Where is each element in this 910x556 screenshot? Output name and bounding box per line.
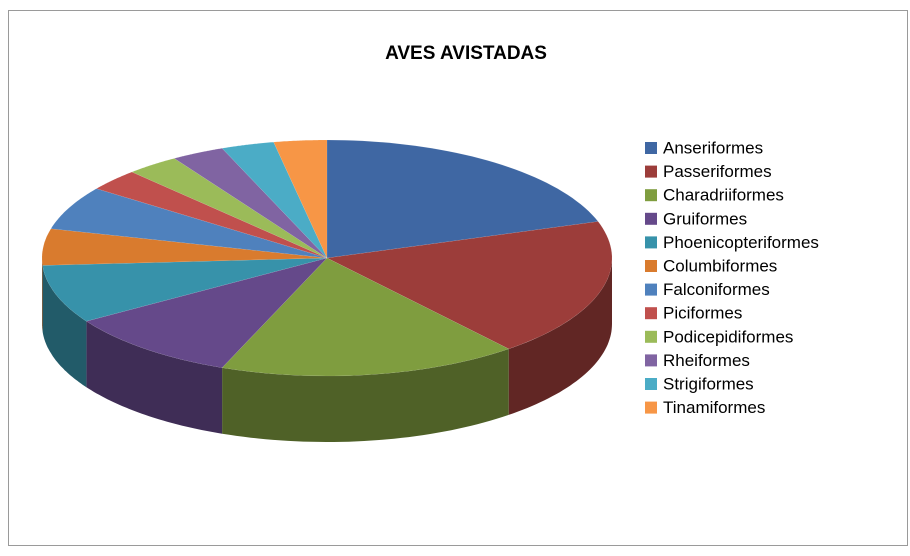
slice [42, 257, 328, 322]
legend-swatch [645, 236, 657, 249]
slice [131, 158, 328, 259]
legend-swatch [645, 283, 657, 296]
legend-label: Strigiformes [663, 374, 754, 393]
legend-label: Anseriformes [663, 138, 763, 157]
slice-side [222, 348, 509, 442]
legend-swatch [645, 401, 657, 414]
slice [41, 228, 328, 266]
slice-side [86, 321, 223, 434]
slice [50, 188, 328, 259]
legend-label: Falconiformes [663, 280, 770, 299]
legend-label: Rheiformes [663, 351, 750, 370]
legend-label: Phoenicopteriformes [663, 233, 819, 252]
legend-swatch [645, 165, 657, 178]
legend-swatch [645, 330, 657, 343]
legend-label: Piciformes [663, 304, 742, 323]
legend-swatch [645, 212, 657, 225]
chart-title: AVES AVISTADAS [385, 43, 547, 64]
slice [326, 139, 599, 259]
legend-swatch [645, 378, 657, 390]
legend-label: Tinamiformes [663, 398, 765, 417]
legend-label: Podicepidiformes [663, 327, 793, 346]
legend-label: Passeriformes [663, 162, 772, 181]
legend-swatch [645, 189, 657, 202]
slice [85, 257, 328, 368]
slice [221, 257, 510, 377]
slice-side [508, 258, 612, 415]
slice-side [42, 265, 87, 388]
slice [326, 221, 613, 350]
legend-swatch [645, 354, 657, 367]
legend-swatch [645, 142, 657, 154]
legend-label: Columbiformes [663, 256, 777, 275]
legend-swatch [645, 260, 657, 272]
slice [221, 141, 328, 259]
slice-side [42, 258, 43, 332]
legend-label: Gruiformes [663, 209, 747, 228]
legend-label: Charadriiformes [663, 186, 784, 205]
slice [95, 171, 328, 259]
slice [173, 148, 328, 259]
slice [273, 139, 328, 259]
legend-swatch [645, 307, 657, 320]
